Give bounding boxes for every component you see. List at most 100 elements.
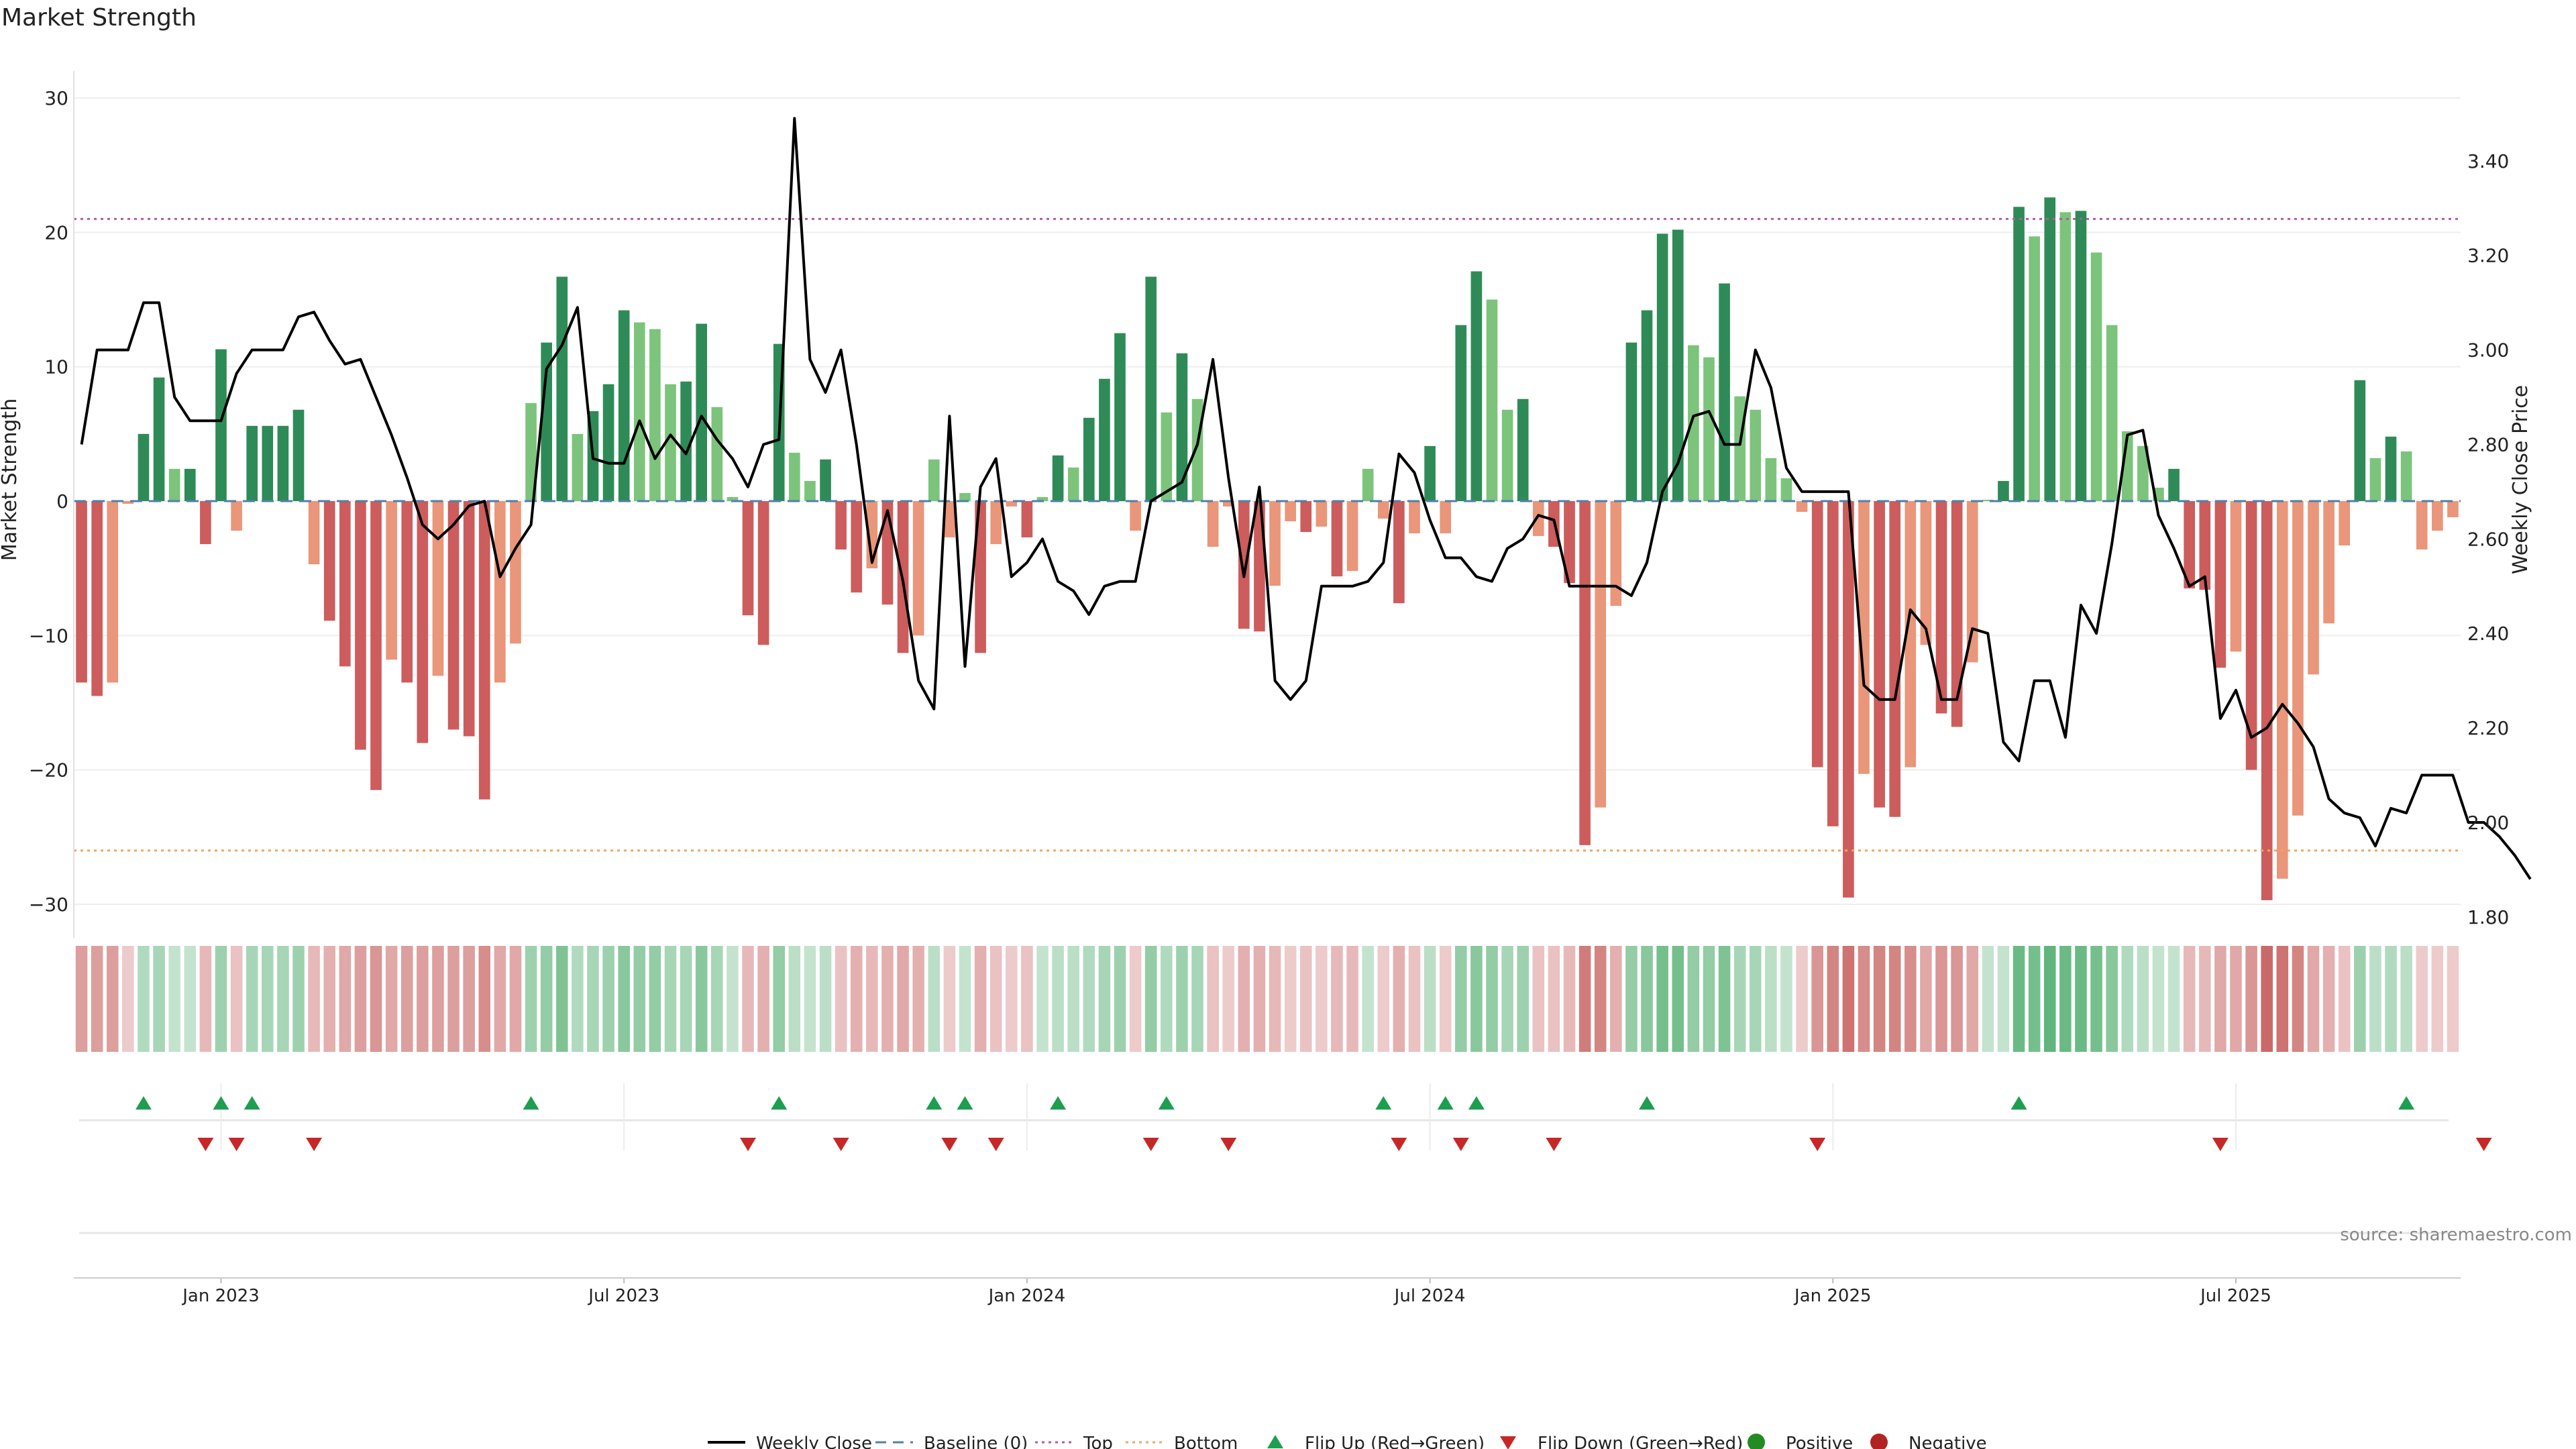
heat-cell [1827,946,1839,1052]
flip-down-marker [1142,1138,1159,1151]
strength-bar [447,501,460,730]
heat-cell [1455,946,1467,1052]
strength-bar [2369,458,2381,501]
strength-bar [649,329,661,501]
heat-cell [1144,946,1157,1052]
strength-bar [696,323,708,501]
strength-bar [820,459,831,501]
strength-bar [912,501,924,636]
strength-bar [1501,409,1513,501]
strength-bar [138,433,150,501]
legend-item: Weekly Close [708,1434,872,1449]
strength-bar [1796,501,1808,513]
strength-bar [742,501,754,616]
heat-cell [1563,946,1576,1052]
strength-bar [2385,436,2397,501]
heat-cell [1083,946,1095,1052]
y2-axis-label: Weekly Close Price [2509,385,2532,574]
heat-cell [184,946,197,1052]
strength-bar [339,501,351,667]
legend-label: Top [1083,1434,1113,1449]
strength-bar [2013,207,2025,501]
strength-bar [2137,445,2149,501]
heat-cell [417,946,429,1052]
strength-bar [1889,501,1901,817]
heat-cell [2214,946,2226,1052]
strength-bar [2339,501,2351,546]
strength-bar [556,276,568,501]
heat-cell [2230,946,2242,1052]
strength-bar [277,425,289,501]
flip-up-marker [2398,1096,2415,1110]
strength-bar [835,501,847,550]
strength-bar [1517,398,1529,501]
strength-bar [1765,458,1777,501]
strength-bar [1362,468,1374,501]
strength-bar [76,501,87,683]
flip-down-marker [197,1138,214,1151]
flip-down-marker [833,1138,849,1151]
heat-cell [1780,946,1792,1052]
strength-bar [463,501,475,737]
strength-bar [618,310,630,501]
x-tick-label: Jul 2024 [1393,1286,1466,1306]
strength-bar [1734,396,1746,501]
strength-bar [2168,468,2180,501]
heat-cell [912,946,924,1052]
heat-cell [959,946,971,1052]
heat-cell [649,946,661,1052]
y-tick-label: −30 [29,894,68,916]
heat-cell [555,946,568,1052]
flip-up-marker [1639,1096,1656,1110]
strength-bar [1998,480,2009,501]
strength-bar [944,501,955,538]
y2-tick-label: 2.20 [2467,717,2509,739]
heat-cell [633,946,646,1052]
heat-cell [1501,946,1513,1052]
heat-cell [1269,946,1281,1052]
strength-bar [2308,501,2319,675]
legend-item: Flip Down (Green→Red) [1500,1434,1743,1449]
heat-cell [943,946,956,1052]
strength-bar [1377,501,1389,519]
heat-cell [1532,946,1545,1052]
heat-cell [1129,946,1142,1052]
heat-cell [1036,946,1049,1052]
strength-bar [2029,236,2040,501]
heat-cell [2183,946,2196,1052]
heat-cell [1811,946,1823,1052]
heat-cell [1362,946,1374,1052]
legend-item: Top [1035,1434,1113,1449]
flip-markers-panel [79,1083,2492,1234]
legend-label: Weekly Close [756,1434,872,1449]
heat-cell [1858,946,1870,1052]
heat-cell [494,946,506,1052]
strength-bar [2230,501,2242,652]
chart-title: Market Strength [1,4,197,32]
heat-cell [1253,946,1266,1052]
heat-cell [866,946,878,1052]
x-tick-label: Jan 2025 [1793,1286,1872,1306]
strength-bar [1424,445,1436,501]
strength-bar [2432,501,2443,531]
heat-cell [106,946,119,1052]
heat-cell [1207,946,1219,1052]
x-tick-label: Jul 2023 [587,1286,659,1306]
heat-cell [2385,946,2397,1052]
heat-cell [1377,946,1390,1052]
strength-bar [1083,417,1095,501]
heat-cell [1346,946,1358,1052]
flip-up-marker [244,1096,260,1110]
strength-bar [1099,378,1110,501]
heat-cell [2400,946,2412,1052]
heat-cell [2416,946,2428,1052]
legend-flip-down-swatch [1500,1436,1516,1449]
strength-bar [1052,455,1064,501]
y2-tick-label: 1.80 [2467,906,2509,928]
flip-down-marker [1391,1138,1407,1151]
heat-cell [1238,946,1250,1052]
heat-cell [1284,946,1297,1052]
heat-cell [819,946,832,1052]
heat-cell [354,946,367,1052]
y2-tick-label: 3.20 [2467,245,2509,267]
